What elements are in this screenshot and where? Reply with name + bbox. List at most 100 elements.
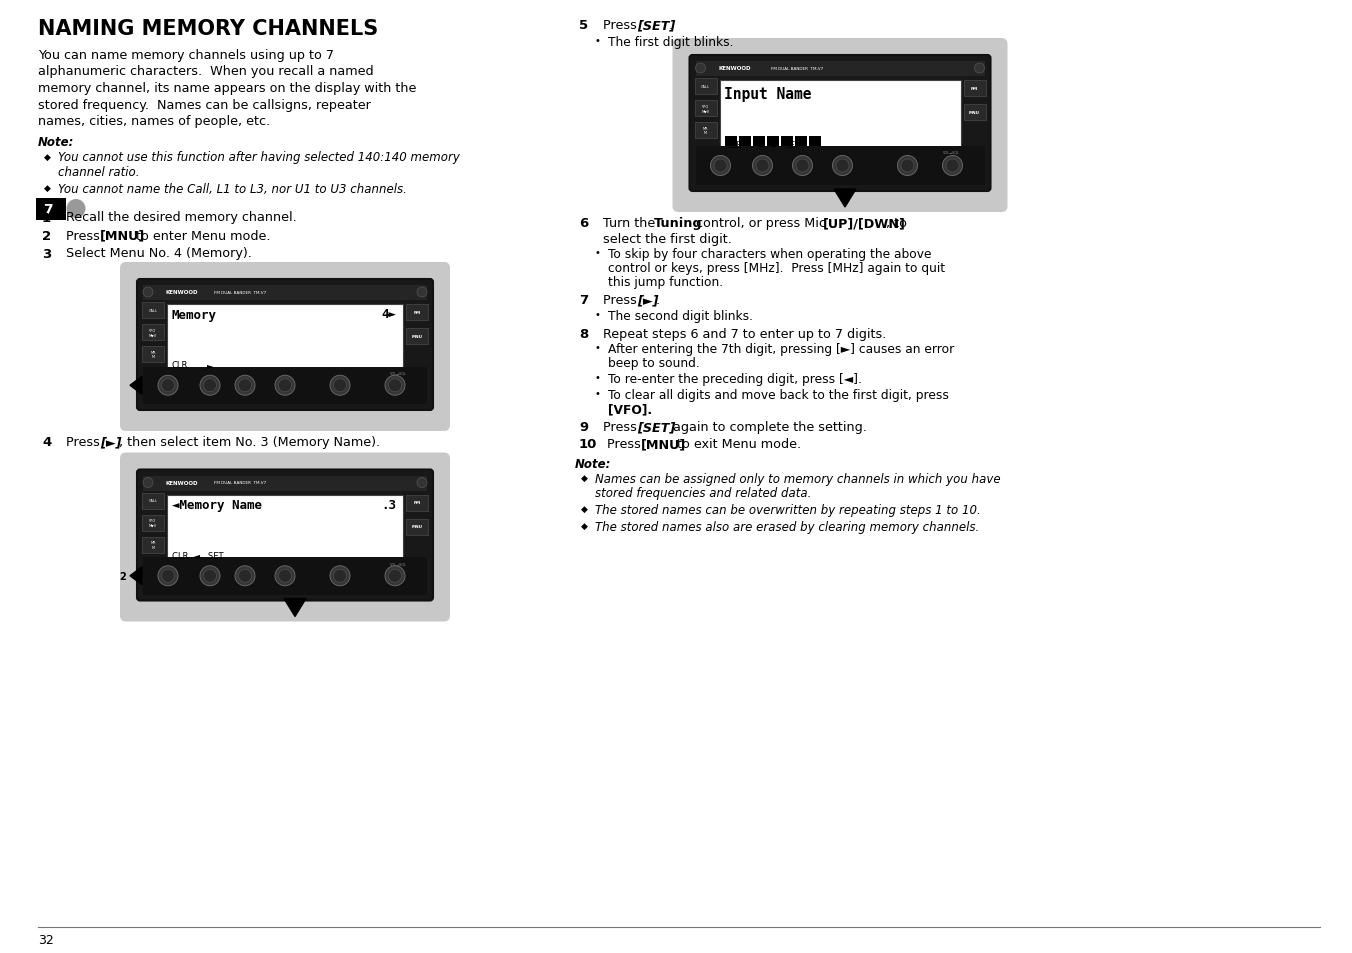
Bar [406, 329, 429, 345]
Bar [695, 123, 717, 139]
Text: names, cities, names of people, etc.: names, cities, names of people, etc. [38, 115, 270, 128]
Text: 3: 3 [42, 247, 51, 260]
Text: .: . [668, 19, 673, 32]
Circle shape [161, 379, 174, 393]
Text: [SET]: [SET] [637, 19, 676, 32]
Bar [143, 367, 427, 405]
FancyBboxPatch shape [690, 56, 991, 192]
Text: The second digit blinks.: The second digit blinks. [608, 310, 753, 323]
Circle shape [942, 156, 963, 176]
Text: 8: 8 [579, 328, 588, 340]
Text: The first digit blinks.: The first digit blinks. [608, 36, 734, 49]
Bar [725, 136, 737, 147]
Text: 32: 32 [38, 934, 54, 946]
Text: 5: 5 [579, 19, 588, 32]
Text: 10: 10 [579, 437, 598, 451]
Text: 4: 4 [42, 436, 51, 449]
Bar [695, 147, 984, 186]
Bar [406, 305, 429, 320]
Text: FM DUAL BANDER  TM-V7: FM DUAL BANDER TM-V7 [214, 291, 266, 294]
FancyBboxPatch shape [137, 280, 433, 411]
Bar [143, 558, 427, 595]
Circle shape [416, 288, 427, 297]
Text: Press: Press [66, 230, 104, 242]
Text: •: • [595, 36, 600, 46]
Text: 2: 2 [119, 571, 126, 581]
Circle shape [975, 64, 984, 74]
Text: stored frequencies and related data.: stored frequencies and related data. [595, 486, 811, 499]
Bar [808, 136, 821, 147]
Text: Press: Press [603, 294, 641, 307]
Text: KENWOOD: KENWOOD [166, 480, 199, 485]
Text: The stored names also are erased by clearing memory channels.: The stored names also are erased by clea… [595, 520, 979, 534]
Bar [168, 305, 403, 375]
Text: SET: SET [786, 140, 799, 150]
Text: channel ratio.: channel ratio. [58, 165, 139, 178]
Text: .: . [656, 294, 660, 307]
Text: Names can be assigned only to memory channels in which you have: Names can be assigned only to memory cha… [595, 473, 1000, 485]
Text: CALL: CALL [149, 309, 157, 313]
Text: [VFO].: [VFO]. [608, 402, 652, 416]
Circle shape [330, 566, 350, 586]
Circle shape [695, 64, 706, 74]
Circle shape [898, 156, 918, 176]
Circle shape [388, 379, 402, 393]
Text: ◄Memory Name: ◄Memory Name [172, 498, 262, 512]
Text: •: • [595, 343, 600, 353]
Text: CLR: CLR [727, 140, 742, 150]
Text: control or keys, press [MHz].  Press [MHz] again to quit: control or keys, press [MHz]. Press [MHz… [608, 262, 945, 274]
Text: to enter Menu mode.: to enter Menu mode. [131, 230, 270, 242]
Bar [695, 101, 717, 117]
Text: MR
M: MR M [150, 351, 155, 359]
FancyBboxPatch shape [672, 39, 1007, 213]
Text: [►]: [►] [100, 436, 122, 449]
Text: Press: Press [603, 420, 641, 434]
Text: 7: 7 [579, 294, 588, 307]
Bar [143, 476, 427, 491]
Text: VFO
M▼V: VFO M▼V [149, 329, 157, 337]
Bar [142, 515, 164, 531]
Text: [SET]: [SET] [637, 420, 676, 434]
Circle shape [334, 570, 346, 582]
Text: Select Menu No. 4 (Memory).: Select Menu No. 4 (Memory). [66, 247, 251, 260]
Text: 2: 2 [42, 230, 51, 242]
Text: ◆: ◆ [581, 521, 588, 531]
Text: ◆: ◆ [581, 474, 588, 482]
Text: 1: 1 [42, 212, 51, 224]
Circle shape [416, 478, 427, 488]
Text: Recall the desired memory channel.: Recall the desired memory channel. [66, 212, 296, 224]
Bar [738, 136, 750, 147]
Text: memory channel, its name appears on the display with the: memory channel, its name appears on the … [38, 82, 416, 95]
Text: Repeat steps 6 and 7 to enter up to 7 digits.: Repeat steps 6 and 7 to enter up to 7 di… [603, 328, 887, 340]
Text: Note:: Note: [38, 135, 74, 149]
FancyBboxPatch shape [137, 470, 433, 601]
Bar [767, 136, 779, 147]
Text: To skip by four characters when operating the above: To skip by four characters when operatin… [608, 248, 932, 261]
Bar [780, 136, 792, 147]
Bar [753, 136, 764, 147]
Text: , to: , to [886, 216, 907, 230]
Polygon shape [130, 567, 142, 585]
Text: KENWOOD: KENWOOD [166, 291, 199, 295]
Bar [964, 105, 986, 121]
Circle shape [385, 375, 406, 395]
Text: •: • [595, 310, 600, 319]
Bar [142, 303, 164, 318]
Text: select the first digit.: select the first digit. [603, 233, 731, 246]
Text: CLR  ◄   SET: CLR ◄ SET [172, 552, 223, 560]
Text: PM: PM [414, 311, 420, 314]
Bar [37, 198, 66, 220]
Text: Note:: Note: [575, 457, 611, 471]
Circle shape [334, 379, 346, 393]
Circle shape [200, 566, 220, 586]
Text: You cannot use this function after having selected 140:140 memory: You cannot use this function after havin… [58, 152, 460, 164]
Text: Press: Press [607, 437, 645, 451]
Bar [695, 62, 984, 77]
Text: Input Name: Input Name [725, 87, 813, 101]
Text: VFO
M▼V: VFO M▼V [149, 518, 157, 527]
Text: ►: ► [772, 140, 777, 150]
Text: [►]: [►] [637, 294, 658, 307]
Text: To clear all digits and move back to the first digit, press: To clear all digits and move back to the… [608, 389, 949, 401]
Bar [406, 519, 429, 535]
Text: VFO
M▼V: VFO M▼V [702, 105, 710, 113]
